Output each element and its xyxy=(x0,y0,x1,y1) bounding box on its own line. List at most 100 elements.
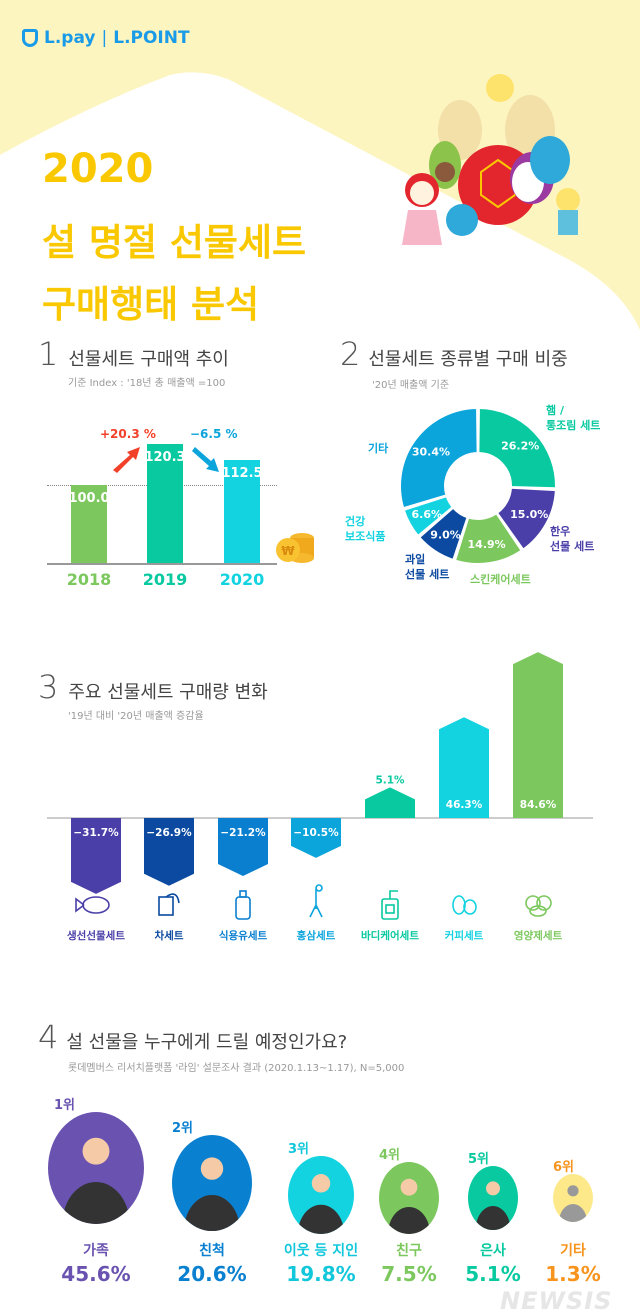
recipient-percent: 19.8% xyxy=(286,1262,356,1286)
oil-bottle-icon xyxy=(235,890,251,920)
section2-number: 2 xyxy=(340,335,361,373)
slice-label-line: 선물 세트 xyxy=(550,540,595,553)
bar-tea-bag xyxy=(144,818,194,886)
person-silhouette-icon xyxy=(388,1178,430,1234)
bar-ginseng xyxy=(291,818,341,858)
bar-2019: 120.3 xyxy=(144,444,186,563)
bar-oil-bottle xyxy=(218,818,268,877)
slice-value-label: 15.0% xyxy=(510,508,548,521)
section3-heading: 3 주요 선물세트 구매량 변화 xyxy=(38,668,268,706)
donut-slice xyxy=(399,406,479,510)
newsis-watermark: NEWSIS xyxy=(500,1287,613,1315)
section1-heading: 1 선물세트 구매액 추이 xyxy=(38,335,229,373)
recipient-label: 친구 xyxy=(396,1243,422,1259)
section4-title: 설 선물을 누구에게 드릴 예정인가요? xyxy=(66,1032,348,1053)
slice-value-label: 9.0% xyxy=(430,529,461,542)
donut-slice xyxy=(477,406,557,490)
ginseng-icon xyxy=(309,884,323,918)
slice-label-line: 기타 xyxy=(368,442,389,455)
logo-lpay: L.pay xyxy=(44,28,96,48)
hero-year: 2020 xyxy=(42,146,154,192)
donut-slice xyxy=(453,511,524,565)
bar-fish xyxy=(71,818,121,894)
slice-value-label: 26.2% xyxy=(501,440,539,453)
category-label: 차세트 xyxy=(154,930,184,942)
bar-2018: 100.0 xyxy=(68,485,110,563)
rank-label: 1위 xyxy=(54,1098,76,1113)
recipient-percent: 45.6% xyxy=(61,1262,131,1286)
person-silhouette-icon xyxy=(184,1157,240,1231)
recipient-label: 기타 xyxy=(560,1243,586,1259)
slice-value-label: 30.4% xyxy=(412,445,450,458)
recipient-percent: 20.6% xyxy=(177,1262,247,1286)
bar-value-label: −21.2% xyxy=(220,827,266,839)
donut-slice xyxy=(402,494,455,538)
person-avatar xyxy=(379,1162,439,1234)
slice-label-line: 선물 세트 xyxy=(405,568,450,581)
category-label: 영양제세트 xyxy=(513,930,563,942)
hero-title-line1: 설 명절 선물세트 xyxy=(42,221,307,264)
year-label: 2020 xyxy=(219,570,265,589)
person-avatar xyxy=(553,1174,593,1222)
slice-label-line: 건강 xyxy=(345,515,366,528)
recipient-label: 은사 xyxy=(480,1243,506,1259)
bar-2020: 112.5 xyxy=(221,459,263,563)
slice-label-line: 스킨케어세트 xyxy=(470,573,531,586)
pump-bottle-icon xyxy=(381,890,399,920)
slice-label-line: 한우 xyxy=(550,525,571,538)
coins-icon: ₩ xyxy=(276,533,314,563)
tea-bag-icon xyxy=(158,893,180,916)
recipient-label: 이웃 등 지인 xyxy=(283,1243,359,1259)
slice-label-line: 보조식품 xyxy=(345,530,386,543)
category-label: 홍삼세트 xyxy=(296,930,336,942)
section4-heading: 4 설 선물을 누구에게 드릴 예정인가요? xyxy=(38,1018,347,1056)
year-label: 2019 xyxy=(142,570,188,589)
change-bar-chart: −31.7% −26.9% −21.2% −10.5% 5.1% 46.3% 84.6% xyxy=(47,652,593,920)
x-axis xyxy=(47,563,277,565)
lpay-shield-icon xyxy=(22,29,38,47)
recipient-label: 가족 xyxy=(83,1243,109,1259)
slice-value-label: 6.6% xyxy=(411,508,442,521)
category-label: 바디케어세트 xyxy=(361,930,419,942)
slice-category-label: 햄 / 통조림 세트 xyxy=(546,403,600,433)
bar-pill xyxy=(513,652,563,818)
slice-value-label: 14.9% xyxy=(468,538,506,551)
bar-value-label: 5.1% xyxy=(375,774,405,786)
section1-subtitle: 기준 Index : '18년 총 매출액 =100 xyxy=(68,378,226,389)
fish-icon xyxy=(75,896,110,914)
rank-label: 4위 xyxy=(379,1148,401,1163)
section2-subtitle: '20년 매출액 기준 xyxy=(372,380,450,391)
slice-label-line: 햄 / xyxy=(546,404,564,417)
person-silhouette-icon xyxy=(297,1174,345,1234)
decline-label: −6.5 % xyxy=(190,427,238,441)
section3-title: 주요 선물세트 구매량 변화 xyxy=(68,682,268,703)
bar-coffee-bean xyxy=(439,717,489,818)
rank-label: 5위 xyxy=(468,1152,490,1167)
slice-category-label: 기타 xyxy=(368,441,388,456)
person-avatar xyxy=(48,1112,144,1224)
person-avatar xyxy=(468,1166,518,1230)
person-silhouette-icon xyxy=(475,1181,511,1230)
rank-label: 6위 xyxy=(553,1160,575,1175)
section4-number: 4 xyxy=(38,1018,59,1056)
section4-subtitle: 롯데멤버스 리서치플랫폼 '라임' 설문조사 결과 (2020.1.13~1.1… xyxy=(68,1063,405,1074)
recipient-percent: 5.1% xyxy=(465,1262,521,1286)
logo-divider: | xyxy=(101,28,108,48)
year-label: 2018 xyxy=(66,570,112,589)
section1-title: 선물세트 구매액 추이 xyxy=(68,349,229,370)
rank-label: 3위 xyxy=(288,1142,310,1157)
category-donut-chart: 26.2% 15.0% 14.9% 9.0% 6.6% 30.4% xyxy=(399,406,557,565)
recipient-label: 친척 xyxy=(199,1243,225,1259)
section2-title: 선물세트 종류별 구매 비중 xyxy=(368,349,568,370)
pill-icon xyxy=(525,895,552,917)
category-label: 커피세트 xyxy=(444,930,484,942)
donut-slice xyxy=(417,506,469,562)
bar-value-label: −10.5% xyxy=(293,827,339,839)
slice-label-line: 통조림 세트 xyxy=(546,419,601,432)
growth-label: +20.3 % xyxy=(100,427,156,441)
mascot-lemon xyxy=(486,74,514,102)
person-silhouette-icon xyxy=(559,1185,587,1222)
svg-text:₩: ₩ xyxy=(281,544,295,558)
donut-slice xyxy=(495,486,557,551)
